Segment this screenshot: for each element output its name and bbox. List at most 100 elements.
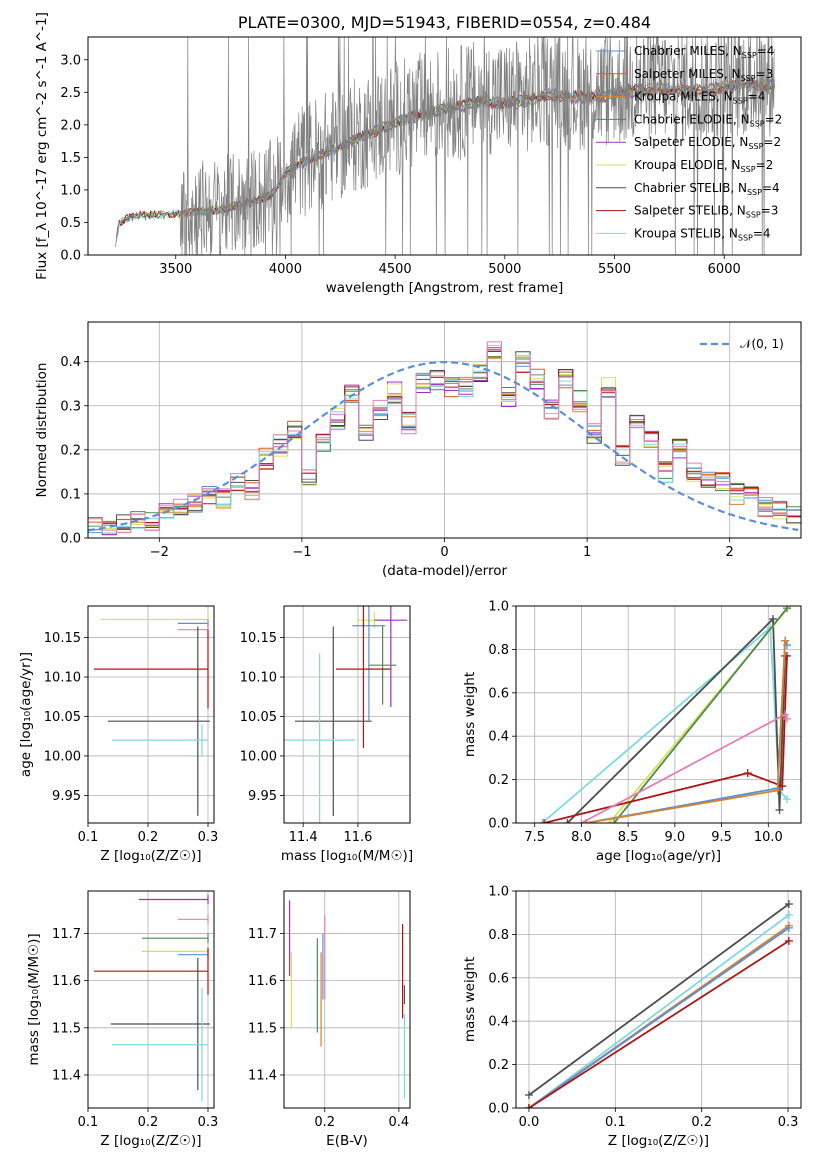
legend-entry: Salpeter MILES, NSSP=3 xyxy=(634,67,773,83)
x-tick-label: 0.2 xyxy=(691,1115,712,1130)
age_vs_Z-data-group xyxy=(94,611,210,816)
y-tick-label: 0.6 xyxy=(488,971,509,986)
y-axis-label: Normed distribution xyxy=(34,363,50,498)
y-tick-label: 10.05 xyxy=(240,710,277,725)
axes-frame xyxy=(283,605,411,824)
x-axis-label: E(B-V) xyxy=(326,1133,368,1149)
histogram-step-pink xyxy=(88,341,801,534)
legend-entry: Salpeter STELIB, NSSP=3 xyxy=(634,204,778,220)
x-tick-label: 0.1 xyxy=(605,1115,626,1130)
y-tick-label: 11.4 xyxy=(52,1068,81,1083)
x-tick-label: 0.1 xyxy=(78,830,99,845)
mass-weight-line-chabrier_miles xyxy=(528,927,790,1108)
y-tick-label: 0.0 xyxy=(488,1102,509,1117)
y-axis-label: mass [log₁₀(M/M☉)] xyxy=(26,933,42,1065)
legend-entry: Salpeter ELODIE, NSSP=2 xyxy=(634,135,781,151)
x-tick-label: 0.2 xyxy=(314,1115,335,1130)
mass-weight-line-kroupa_stelib xyxy=(541,625,788,823)
y-tick-label: 0.0 xyxy=(60,249,81,264)
y-tick-label: 11.6 xyxy=(52,974,81,989)
mass-weight-line-salpeter_stelib xyxy=(528,940,790,1108)
x-tick-label: 2 xyxy=(726,545,734,560)
y-axis-label: mass weight xyxy=(462,672,478,757)
x-tick-label: 7.5 xyxy=(524,830,545,845)
y-axis-label: mass weight xyxy=(462,957,478,1042)
y-tick-label: 0.0 xyxy=(488,817,509,832)
x-tick-label: 1 xyxy=(583,545,591,560)
x-tick-label: 0 xyxy=(440,545,448,560)
axes-frame xyxy=(87,36,802,256)
y-tick-label: 10.15 xyxy=(44,631,81,646)
legend-entry: Kroupa ELODIE, NSSP=2 xyxy=(634,158,773,174)
y-tick-label: 0.0 xyxy=(60,532,81,547)
chart-massweight_vs_Z: 0.0 0.1 0.2 0.3 0.0 0.2 0.4 0.6 0.8 1.0 Z [log₁₀(Z… xyxy=(462,885,802,1149)
x-tick-label: 4500 xyxy=(379,262,412,277)
y-tick-label: 10.00 xyxy=(240,749,277,764)
y-tick-label: 0.4 xyxy=(488,730,509,745)
chart-massweight_vs_age: 7.5 8.0 8.5 9.0 9.5 10.0 0.0 0.2 0.4 0.6 0.8 1.0 age… xyxy=(462,600,802,864)
mass-weight-line-chabrier_stelib xyxy=(566,616,786,823)
spectrum-data-group xyxy=(115,37,776,255)
x-tick-label: 0.2 xyxy=(138,1115,159,1130)
x-tick-label: 0.1 xyxy=(78,1115,99,1130)
x-tick-label: −2 xyxy=(150,545,169,560)
y-axis-label: Flux [f_λ 10^-17 erg cm^-2 s^-1 A^-1] xyxy=(34,12,50,280)
y-tick-label: 1.0 xyxy=(488,600,509,615)
x-tick-label: 5000 xyxy=(488,262,521,277)
y-tick-label: 10.10 xyxy=(240,671,277,686)
y-tick-label: 11.4 xyxy=(248,1068,277,1083)
y-tick-label: 1.0 xyxy=(488,885,509,900)
y-tick-label: 0.2 xyxy=(488,1058,509,1073)
y-tick-label: 10.15 xyxy=(240,631,277,646)
y-tick-label: 10.10 xyxy=(44,671,81,686)
chart-age_vs_Z: 0.1 0.2 0.3 9.95 10.00 10.05 10.10 10.15 Z [log₁… xyxy=(18,605,219,864)
y-tick-label: 11.7 xyxy=(52,927,81,942)
gaussian-curve xyxy=(88,360,799,532)
legend-entry: Chabrier MILES, NSSP=4 xyxy=(634,44,774,60)
observed-spectrum-line xyxy=(115,37,775,255)
y-axis-label: age [log₁₀(age/yr)] xyxy=(18,652,34,777)
x-tick-label: 11.4 xyxy=(289,830,318,845)
x-tick-label: 6000 xyxy=(708,262,741,277)
y-tick-label: 2.0 xyxy=(60,118,81,133)
y-tick-label: 3.0 xyxy=(60,53,81,68)
axes-frame xyxy=(87,890,215,1109)
x-axis-label: age [log₁₀(age/yr)] xyxy=(596,848,721,864)
x-tick-label: 0.0 xyxy=(519,1115,540,1130)
x-axis-label: Z [log₁₀(Z/Z☉)] xyxy=(100,1133,201,1149)
y-tick-label: 2.5 xyxy=(60,86,81,101)
x-tick-label: 9.0 xyxy=(665,830,686,845)
y-tick-label: 11.7 xyxy=(248,927,277,942)
axes-frame xyxy=(515,890,802,1109)
spectrum-legend: Chabrier MILES, NSSP=4 Salpeter MILES, NS… xyxy=(596,44,782,242)
chart-mass_vs_Z: 0.1 0.2 0.3 11.4 11.5 11.6 11.7 Z [log₁₀(Z/Z☉)]… xyxy=(26,890,219,1149)
x-tick-label: 0.3 xyxy=(198,830,219,845)
x-tick-label: 8.5 xyxy=(618,830,639,845)
axes-frame xyxy=(87,605,215,824)
legend-entry: Chabrier ELODIE, NSSP=2 xyxy=(634,112,782,128)
y-tick-label: 10.05 xyxy=(44,710,81,725)
x-tick-label: −1 xyxy=(292,545,311,560)
y-tick-label: 0.2 xyxy=(488,773,509,788)
axes-frame xyxy=(283,890,411,1109)
mass-weight-line-chabrier_stelib xyxy=(528,903,790,1096)
x-tick-label: 8.0 xyxy=(571,830,592,845)
legend-entry: Kroupa MILES, NSSP=4 xyxy=(634,90,765,106)
mass_vs_Z-data-group xyxy=(94,894,210,1102)
x-tick-label: 0.3 xyxy=(198,1115,219,1130)
massweight_vs_age-data-group xyxy=(538,606,794,823)
x-tick-label: 9.5 xyxy=(711,830,732,845)
y-tick-label: 0.3 xyxy=(60,399,81,414)
y-tick-label: 0.6 xyxy=(488,686,509,701)
y-tick-label: 9.95 xyxy=(52,789,81,804)
x-axis-label: mass [log₁₀(M/M☉)] xyxy=(281,848,413,864)
y-tick-label: 0.8 xyxy=(488,928,509,943)
mass-weight-line-salpeter_stelib xyxy=(543,655,788,823)
y-tick-label: 0.4 xyxy=(488,1015,509,1030)
legend-entry: Kroupa STELIB, NSSP=4 xyxy=(634,226,771,242)
figure-title: PLATE=0300, MJD=51943, FIBERID=0554, z=0… xyxy=(238,13,651,32)
y-tick-label: 10.00 xyxy=(44,749,81,764)
x-tick-label: 0.2 xyxy=(138,830,159,845)
y-tick-label: 0.2 xyxy=(60,443,81,458)
